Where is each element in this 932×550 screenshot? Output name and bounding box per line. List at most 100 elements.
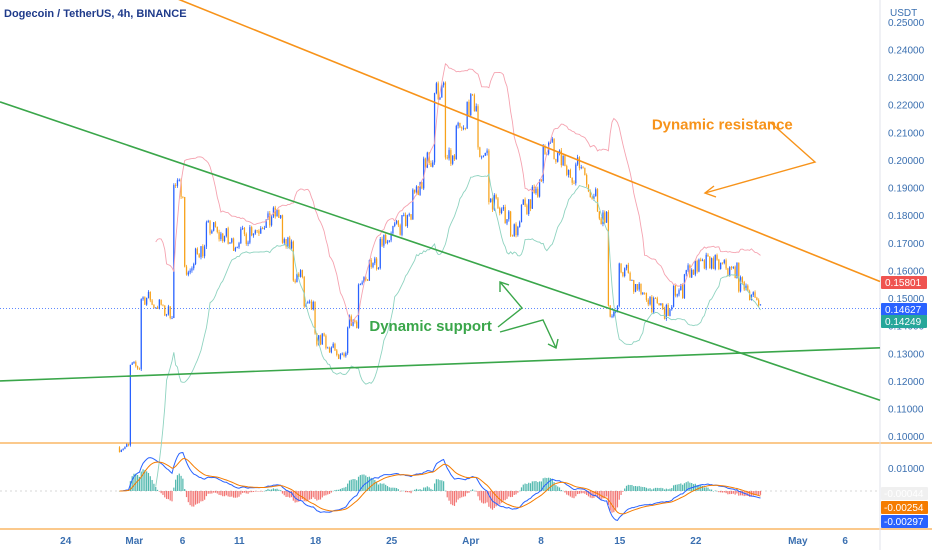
- candle-body: [567, 170, 570, 175]
- candle-body: [390, 233, 392, 241]
- candle-body: [542, 146, 544, 182]
- macd-histogram-bar: [281, 491, 284, 494]
- support-trendline-descending[interactable]: [0, 101, 881, 402]
- macd-histogram-bar: [531, 481, 533, 491]
- macd-histogram-bar: [310, 491, 313, 500]
- candle-body: [475, 106, 477, 112]
- candle-body: [638, 283, 640, 290]
- candle-body: [676, 294, 678, 296]
- candle-body: [540, 180, 543, 182]
- candle-body: [683, 274, 686, 299]
- candle-body: [479, 147, 481, 157]
- macd-histogram-bar: [658, 488, 660, 491]
- macd-histogram-bar: [153, 483, 155, 491]
- macd-histogram-bar: [374, 480, 376, 491]
- macd-histogram-bar: [443, 481, 445, 491]
- macd-histogram-bar: [741, 491, 743, 496]
- macd-histogram-bar: [644, 487, 646, 491]
- macd-histogram-bar: [287, 491, 289, 497]
- macd-histogram-bar: [589, 491, 591, 498]
- candle-body: [319, 335, 322, 345]
- macd-histogram-bar: [662, 488, 664, 491]
- candle-body: [444, 82, 447, 158]
- candle-body: [439, 97, 441, 100]
- candle-body: [437, 83, 439, 100]
- y-tick-label: 0.12000: [888, 377, 925, 388]
- resistance-trendline[interactable]: [152, 0, 881, 283]
- bollinger-upper-line: [155, 63, 761, 324]
- macd-histogram-bar: [752, 491, 754, 496]
- candle-body: [124, 446, 126, 449]
- candle-body: [325, 335, 327, 348]
- candle-body: [662, 303, 664, 309]
- macd-histogram-bar: [718, 491, 720, 493]
- y-tick-label: 0.20000: [888, 156, 925, 167]
- macd-histogram-bar: [140, 471, 142, 491]
- candle-body: [491, 198, 494, 210]
- candle-body: [191, 268, 193, 271]
- macd-histogram-bar: [412, 490, 414, 492]
- candle-body: [622, 272, 624, 277]
- macd-histogram-bar: [218, 491, 220, 495]
- candle-body: [586, 175, 588, 185]
- macd-histogram-bar: [180, 475, 182, 491]
- candle-body: [667, 304, 669, 316]
- macd-histogram-bar: [595, 491, 597, 497]
- candle-body: [531, 186, 533, 209]
- candle-body: [513, 224, 515, 237]
- x-tick-label: Mar: [125, 536, 143, 547]
- candle-body: [158, 299, 160, 309]
- macd-histogram-bar: [435, 479, 437, 491]
- candle-body: [723, 260, 725, 264]
- candle-body: [653, 298, 655, 313]
- macd-histogram-bar: [171, 491, 173, 502]
- macd-histogram-bar: [578, 491, 581, 494]
- candle-body: [703, 260, 705, 269]
- macd-histogram-bar: [471, 489, 474, 491]
- macd-histogram-bar: [222, 491, 224, 497]
- candle-body: [341, 353, 343, 355]
- macd-histogram-bar: [723, 491, 725, 493]
- candle-body: [156, 307, 159, 309]
- candle-body: [307, 302, 309, 304]
- candle-body: [415, 186, 418, 193]
- macd-histogram-bar: [546, 477, 548, 491]
- macd-histogram-bar: [272, 488, 275, 491]
- candle-body: [327, 347, 329, 349]
- macd-histogram-bar: [263, 490, 265, 492]
- candle-body: [562, 155, 564, 166]
- macd-histogram-bar: [348, 480, 351, 491]
- candle-body: [462, 128, 465, 129]
- candle-body: [278, 209, 280, 218]
- macd-histogram-bar: [303, 491, 305, 502]
- candle-body: [718, 259, 720, 270]
- macd-histogram-bar: [756, 491, 758, 496]
- candle-body: [200, 246, 202, 258]
- macd-histogram-bar: [234, 491, 236, 498]
- candle-body: [397, 220, 399, 226]
- candle-body: [571, 177, 573, 183]
- macd-histogram-bar: [164, 491, 166, 498]
- x-tick-label: 24: [60, 536, 72, 547]
- candle-body: [383, 234, 385, 246]
- candle-body: [730, 267, 733, 269]
- candle-body: [303, 276, 305, 307]
- candle-body: [694, 260, 696, 275]
- macd-histogram-bar: [640, 486, 642, 491]
- candle-body: [173, 185, 175, 318]
- candle-body: [289, 237, 291, 249]
- candle-body: [261, 228, 264, 230]
- candle-body: [696, 260, 698, 272]
- candle-body: [551, 138, 553, 142]
- macd-histogram-bar: [278, 489, 280, 491]
- candle-body: [423, 158, 425, 189]
- macd-histogram-bar: [508, 491, 510, 497]
- support-trendline-ascending[interactable]: [0, 346, 881, 382]
- macd-histogram-bar: [363, 474, 365, 491]
- candle-body: [146, 297, 148, 305]
- macd-histogram-bar: [426, 486, 428, 491]
- y-tick-label: 0.22000: [888, 101, 925, 112]
- macd-histogram-bar: [204, 491, 206, 500]
